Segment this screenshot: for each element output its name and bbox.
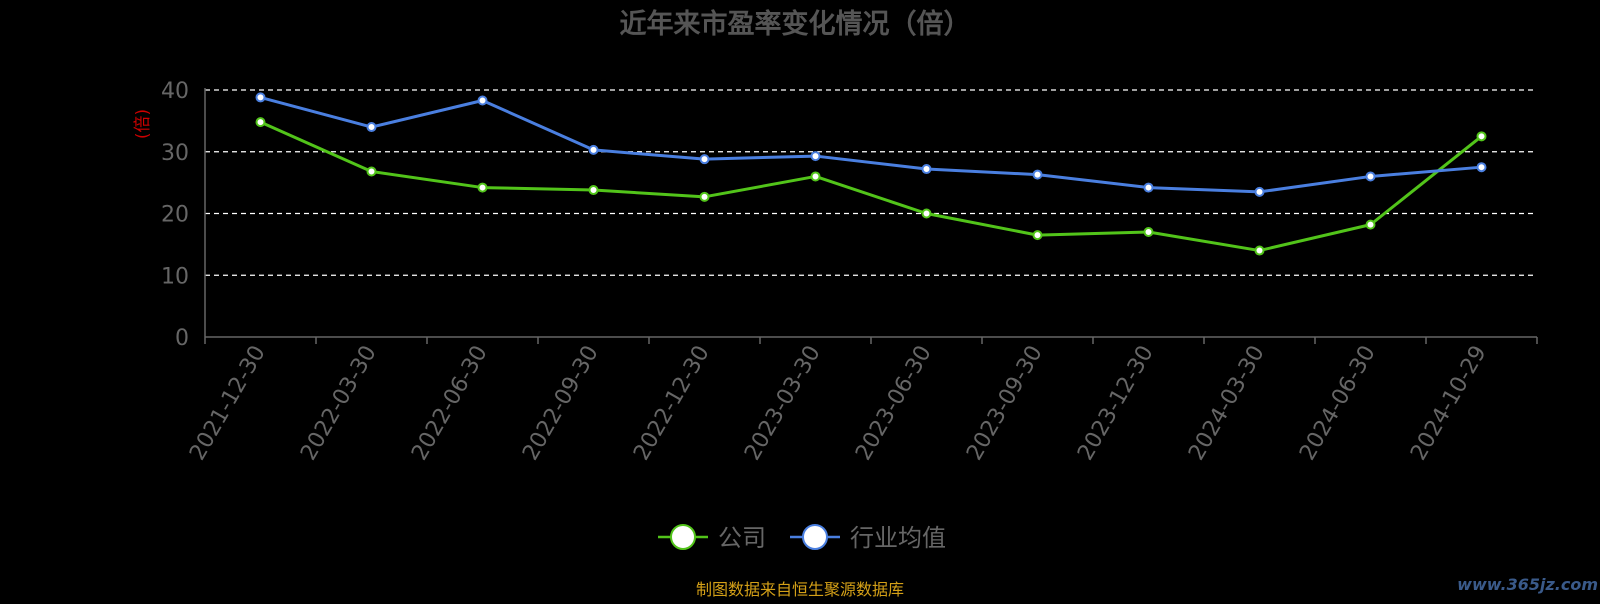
x-tick-label: 2023-03-30: [740, 342, 826, 465]
x-tick-label: 2024-10-29: [1406, 342, 1492, 465]
x-tick-label: 2024-03-30: [1184, 342, 1270, 465]
y-tick-label: 30: [161, 141, 189, 166]
legend: 公司 行业均值: [658, 524, 946, 552]
data-point: [477, 95, 488, 106]
series-line: [260, 95, 1482, 194]
x-tick-label: 2022-12-30: [629, 342, 715, 465]
data-point: [810, 151, 821, 162]
legend-marker: [802, 524, 828, 550]
x-tick-label: 2023-06-30: [851, 342, 937, 465]
data-point: [699, 191, 710, 202]
grid-lines: [205, 89, 1537, 276]
x-tick-label: 2022-09-30: [518, 342, 604, 465]
data-point: [1032, 169, 1043, 180]
data-point: [588, 185, 599, 196]
data-point: [1143, 227, 1154, 238]
y-tick-label: 20: [161, 203, 189, 228]
x-tick-label: 2023-12-30: [1073, 342, 1159, 465]
y-axis-label: (倍): [133, 109, 153, 139]
data-point: [810, 171, 821, 182]
data-point: [1254, 245, 1265, 256]
y-tick-label: 10: [161, 264, 189, 289]
x-tick-label: 2024-06-30: [1295, 342, 1381, 465]
data-point: [921, 164, 932, 175]
x-tick-label: 2022-06-30: [407, 342, 493, 465]
data-point: [1254, 186, 1265, 197]
data-source-note: 制图数据来自恒生聚源数据库: [696, 580, 904, 599]
data-point: [1365, 171, 1376, 182]
legend-label: 行业均值: [850, 524, 946, 552]
data-point: [921, 208, 932, 219]
series-lines: [255, 92, 1487, 256]
axes: 0 10 20 30 40 2021-12-30 2022-03-30 2022-06-30 2…: [161, 79, 1538, 465]
data-point: [1032, 230, 1043, 241]
data-point: [366, 166, 377, 177]
y-tick-label: 0: [175, 326, 189, 351]
x-tick-label: 2021-12-30: [185, 342, 271, 465]
data-point: [255, 117, 266, 128]
data-point: [1365, 219, 1376, 230]
data-point: [1476, 162, 1487, 173]
data-point: [477, 182, 488, 193]
legend-label: 公司: [718, 524, 766, 552]
data-point: [699, 154, 710, 165]
data-point: [588, 144, 599, 155]
x-tick-label: 2022-03-30: [296, 342, 382, 465]
chart-title: 近年来市盈率变化情况（倍）: [620, 8, 971, 40]
legend-marker: [670, 524, 696, 550]
data-point: [255, 92, 266, 103]
data-point: [366, 122, 377, 133]
data-point: [1476, 131, 1487, 142]
watermark: www.365jz.com: [1457, 575, 1598, 594]
series-line: [259, 120, 1483, 253]
y-tick-label: 40: [161, 79, 189, 104]
x-tick-label: 2023-09-30: [962, 342, 1048, 465]
data-point: [1143, 182, 1154, 193]
